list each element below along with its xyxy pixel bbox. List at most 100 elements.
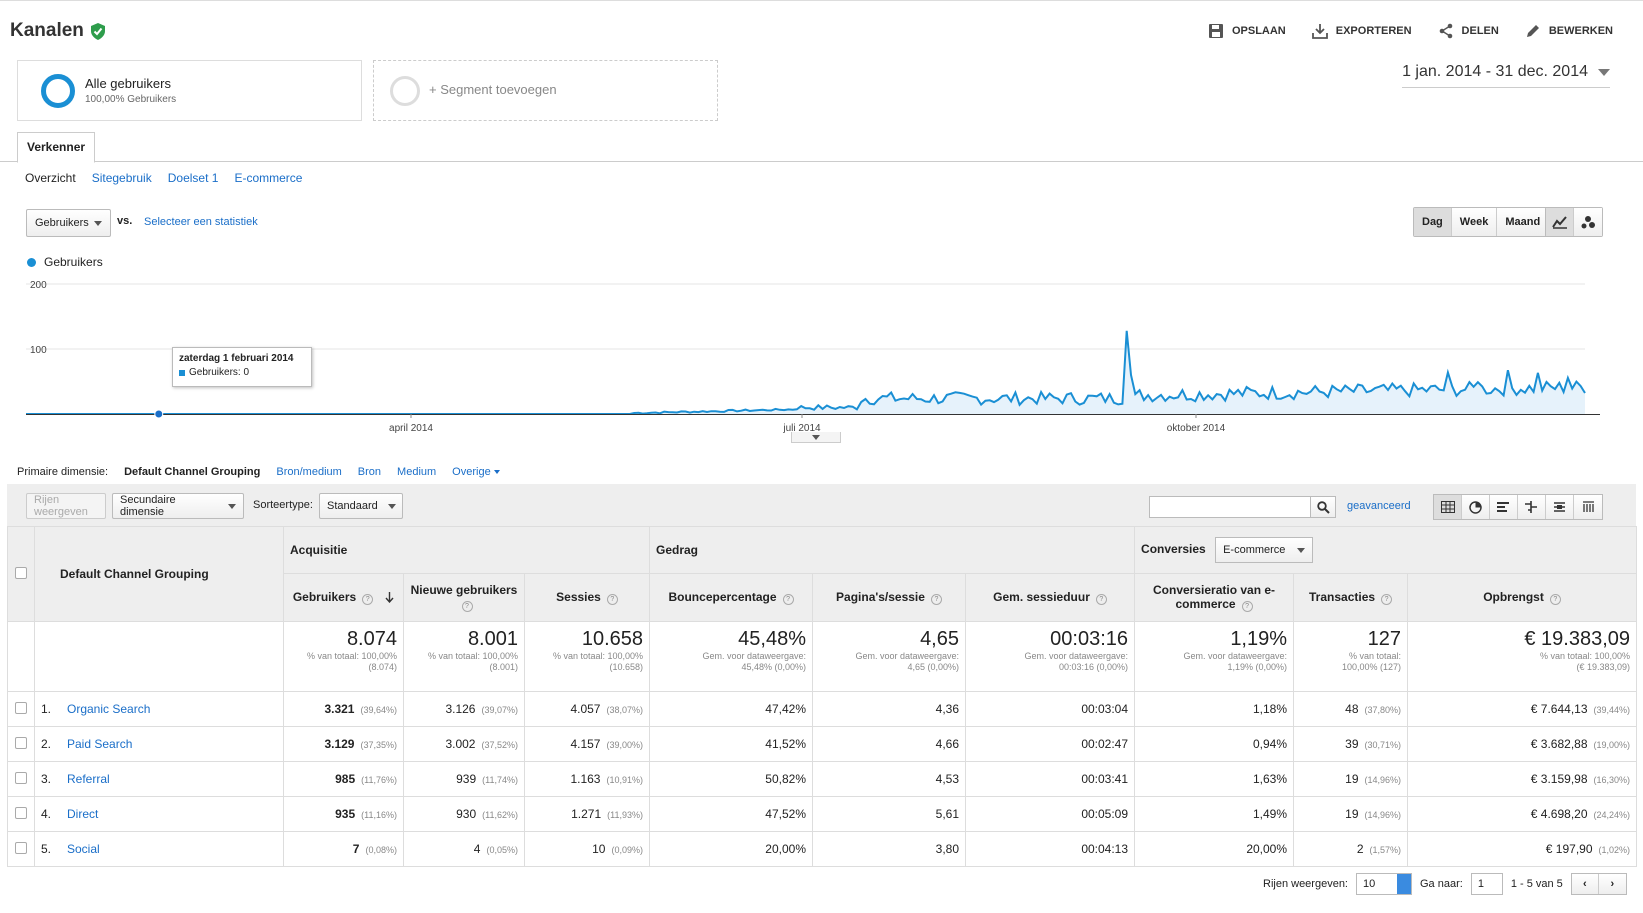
- motion-chart-button[interactable]: [1574, 208, 1602, 236]
- advanced-filter-link[interactable]: geavanceerd: [1347, 500, 1411, 512]
- conversion-select[interactable]: E-commerce: [1215, 537, 1314, 563]
- sort-type-label: Sorteertype:: [253, 499, 313, 511]
- col-new-users[interactable]: Nieuwe gebruikers?: [403, 573, 525, 622]
- channel-link[interactable]: Referral: [67, 772, 110, 786]
- col-pages-per-session[interactable]: Pagina's/sessie?: [812, 573, 966, 622]
- total-note: 100,00% (127): [1341, 662, 1402, 672]
- share-button[interactable]: DELEN: [1438, 23, 1499, 39]
- metric-cell: 39 (30,71%): [1293, 726, 1409, 762]
- total-cell: 4,65 Gem. voor dataweergave: 4,65 (0,00%): [812, 621, 966, 692]
- metric-cell: 19 (14,96%): [1293, 761, 1409, 797]
- period-day-button[interactable]: Dag: [1414, 208, 1452, 236]
- help-icon: ?: [1381, 594, 1393, 605]
- channel-link[interactable]: Social: [67, 842, 100, 856]
- dimension-default-channel[interactable]: Default Channel Grouping: [124, 466, 261, 478]
- row-checkbox[interactable]: [15, 771, 27, 784]
- hover-point: [154, 409, 164, 419]
- channel-link[interactable]: Direct: [67, 807, 99, 821]
- dimension-medium[interactable]: Medium: [397, 466, 437, 478]
- select-all-checkbox[interactable]: [15, 566, 27, 579]
- row-checkbox[interactable]: [15, 736, 27, 749]
- row-checkbox[interactable]: [15, 701, 27, 714]
- view-comparison-button[interactable]: [1518, 495, 1546, 519]
- row-checkbox[interactable]: [15, 841, 27, 854]
- segment-all-users[interactable]: Alle gebruikers 100,00% Gebruikers: [17, 60, 362, 121]
- plot-rows-button[interactable]: Rijen weergeven: [26, 493, 106, 519]
- users-chart: 200 100 april 2014 juli 2014 oktober 2014: [26, 280, 1600, 434]
- metric-cell: 4,66: [812, 726, 966, 762]
- table-search-input[interactable]: [1149, 496, 1311, 518]
- search-button[interactable]: [1310, 496, 1336, 518]
- dimension-other[interactable]: Overige: [452, 466, 500, 478]
- view-pie-button[interactable]: [1462, 495, 1490, 519]
- period-month-button[interactable]: Maand: [1497, 208, 1549, 236]
- col-transactions[interactable]: Transacties?: [1293, 573, 1409, 622]
- view-pivot-button[interactable]: [1574, 495, 1602, 519]
- view-term-cloud-button[interactable]: [1546, 495, 1574, 519]
- add-segment-button[interactable]: + Segment toevoegen: [373, 60, 718, 121]
- help-icon: ?: [1095, 594, 1107, 605]
- rows-per-page-select[interactable]: 10: [1356, 873, 1412, 895]
- metric-cell: 47,42%: [649, 691, 813, 727]
- total-note: Gem. voor dataweergave:: [1024, 651, 1129, 661]
- total-note: Gem. voor dataweergave:: [855, 651, 959, 661]
- sort-type-select[interactable]: Standaard: [319, 493, 403, 519]
- total-note: 4,65 (0,00%): [907, 662, 959, 672]
- chart-collapse-handle[interactable]: [791, 432, 841, 443]
- download-icon: [1311, 24, 1328, 39]
- chart-type-toggle: [1545, 207, 1603, 237]
- save-button[interactable]: OPSLAAN: [1208, 23, 1286, 39]
- channel-name-cell: 2. Paid Search: [34, 726, 284, 762]
- view-performance-button[interactable]: [1490, 495, 1518, 519]
- chart-legend: Gebruikers: [27, 255, 103, 269]
- row-number: 5.: [41, 842, 52, 856]
- col-users[interactable]: Gebruikers?: [283, 573, 404, 622]
- pie-icon: [1469, 500, 1482, 514]
- subtab-overview[interactable]: Overzicht: [25, 171, 76, 185]
- subtab-ecommerce[interactable]: E-commerce: [234, 171, 303, 185]
- export-button[interactable]: EXPORTEREN: [1311, 23, 1412, 39]
- edit-button[interactable]: BEWERKEN: [1525, 23, 1613, 39]
- channel-link[interactable]: Organic Search: [67, 702, 151, 716]
- secondary-dimension-select[interactable]: Secundaire dimensie: [112, 493, 244, 519]
- col-bounce[interactable]: Bouncepercentage?: [649, 573, 813, 622]
- subtab-site-usage[interactable]: Sitegebruik: [91, 171, 152, 185]
- metric-select[interactable]: Gebruikers: [26, 209, 111, 237]
- col-sessions[interactable]: Sessies?: [524, 573, 650, 622]
- dimension-source[interactable]: Bron: [357, 466, 382, 478]
- bars-icon: [1497, 502, 1509, 512]
- pivot-icon: [1554, 502, 1565, 512]
- group-acquisition: Acquisitie: [283, 526, 650, 574]
- row-check-cell: [7, 831, 35, 867]
- tab-explorer[interactable]: Verkenner: [17, 132, 96, 163]
- vs-label: vs.: [117, 215, 133, 227]
- period-week-button[interactable]: Week: [1451, 208, 1498, 236]
- next-page-button[interactable]: ›: [1598, 874, 1626, 894]
- y-tick-label: 100: [30, 345, 47, 356]
- col-avg-session-duration[interactable]: Gem. sessieduur?: [964, 573, 1136, 622]
- line-chart-button[interactable]: [1546, 208, 1574, 236]
- goto-page-input[interactable]: 1: [1470, 873, 1503, 895]
- metric-cell: 10 (0,09%): [524, 831, 650, 867]
- channel-table: Default Channel Grouping Acquisitie Gedr…: [7, 526, 1638, 867]
- total-note: (10.658): [609, 662, 643, 672]
- metric-cell: € 197,90 (1,02%): [1407, 831, 1638, 867]
- help-icon: ?: [461, 601, 473, 612]
- subtab-goal-set-1[interactable]: Doelset 1: [167, 171, 219, 185]
- metric-cell: 20,00%: [649, 831, 813, 867]
- select-stat-link[interactable]: Selecteer een statistiek: [144, 216, 258, 228]
- channel-link[interactable]: Paid Search: [67, 737, 133, 751]
- sort-arrow-down-icon: [385, 592, 394, 604]
- dimension-source-medium[interactable]: Bron/medium: [276, 466, 342, 478]
- dim-header[interactable]: Default Channel Grouping: [34, 526, 284, 622]
- tooltip-date: zaterdag 1 februari 2014: [179, 353, 294, 364]
- date-range-picker[interactable]: 1 jan. 2014 - 31 dec. 2014: [1402, 63, 1610, 88]
- prev-page-button[interactable]: ‹: [1571, 874, 1599, 894]
- view-data-button[interactable]: [1434, 495, 1462, 519]
- row-checkbox[interactable]: [15, 806, 27, 819]
- table-row: 4. Direct 935 (11,16%) 930 (11,62%) 1.271 (11,9…: [7, 796, 1638, 832]
- col-ecommerce-conversion[interactable]: Conversieratio van e-commerce?: [1134, 573, 1295, 622]
- col-revenue[interactable]: Opbrengst?: [1407, 573, 1638, 622]
- metric-cell: 3,80: [812, 831, 966, 867]
- share-icon: [1439, 23, 1452, 39]
